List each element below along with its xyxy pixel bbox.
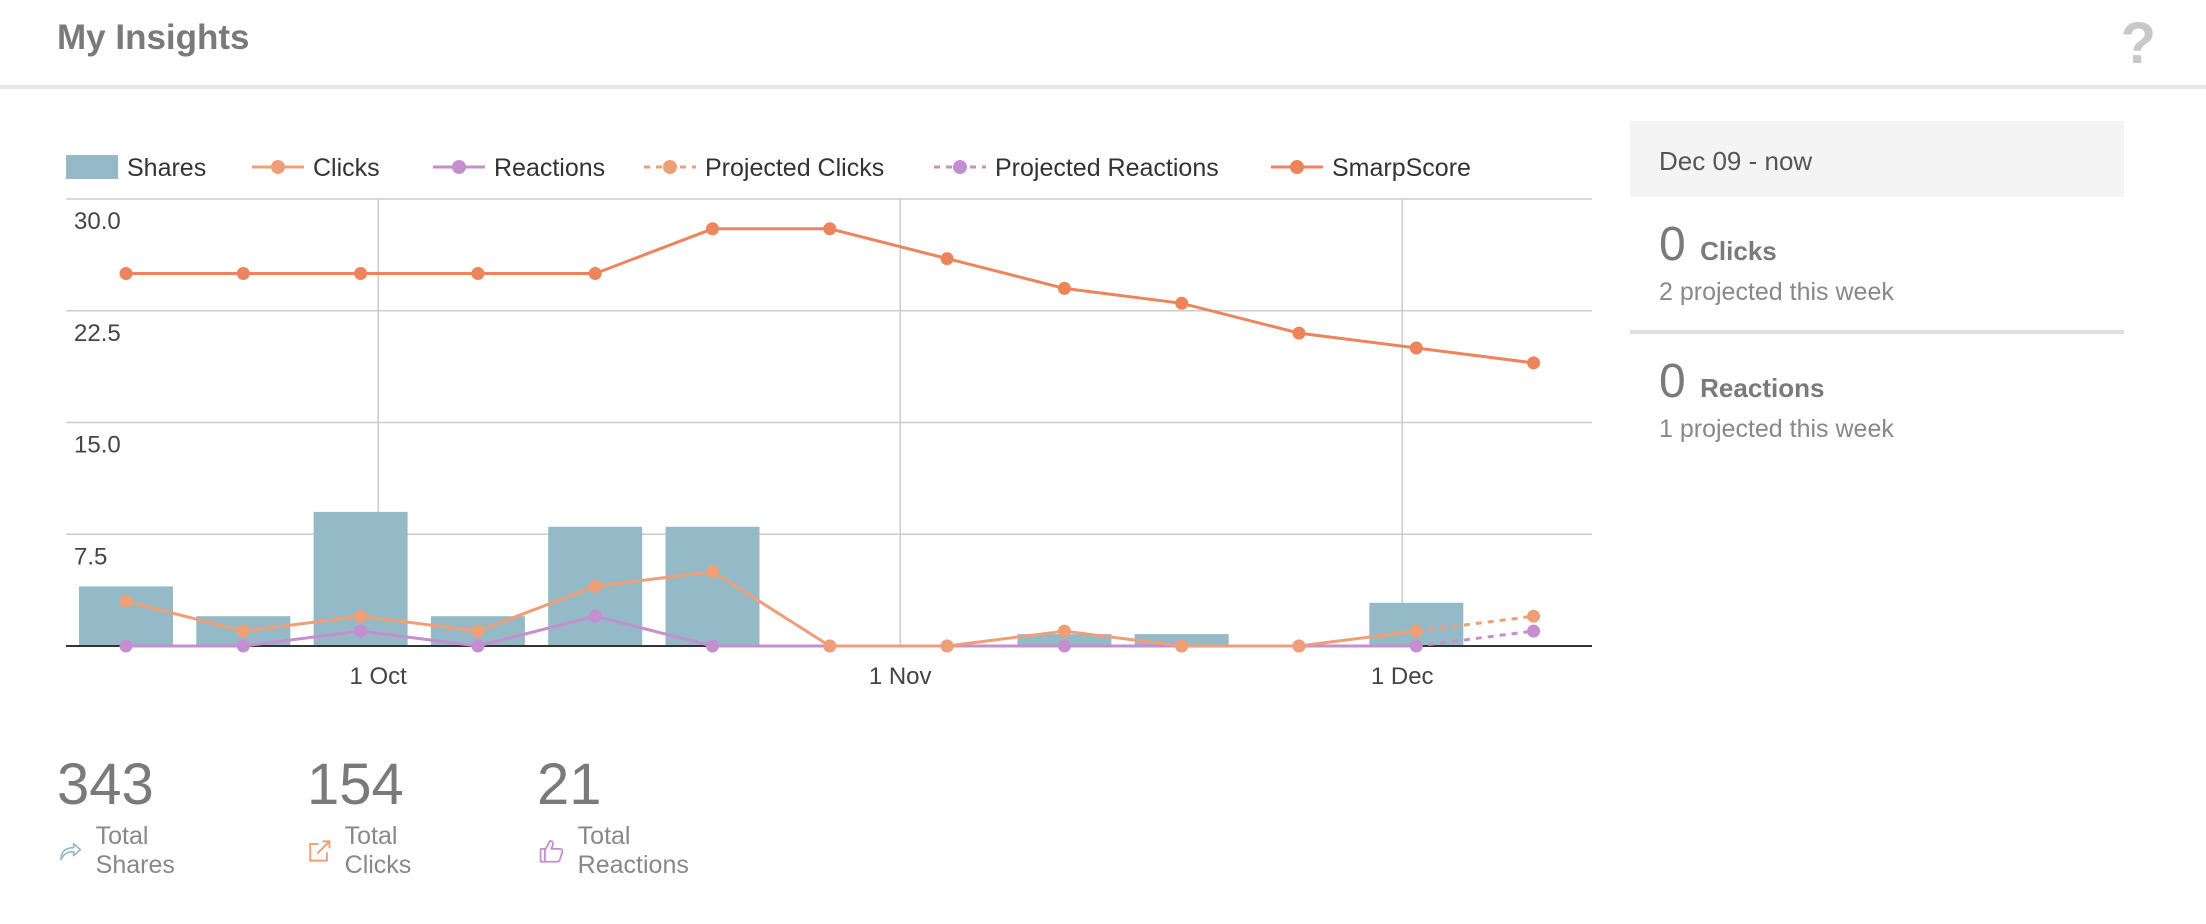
legend-marker [1290,160,1304,174]
clicks-point [354,609,368,623]
total-clicks: 154 Total Clicks [307,750,426,880]
chart-svg: 30.0 22.5 15.0 7.5 1 Oct 1 Nov 1 Dec Shares Clic… [66,154,1592,690]
y-tick-label: 7.5 [74,543,107,570]
clicks-point [940,639,954,653]
shares-bar [1369,602,1464,646]
legend-label: Clicks [313,154,380,182]
smarpscore-point [471,267,485,280]
smarpscore-point [236,267,250,280]
smarpscore-point [706,222,719,236]
legend-item-reactions[interactable]: Reactions [433,154,605,182]
projected-reactions-point [1527,624,1541,638]
clicks-point [1292,639,1306,653]
help-icon[interactable]: ? [2120,11,2156,76]
clicks-stat: 0 Clicks 2 projected this week [1630,217,2124,307]
total-clicks-label: Total Clicks [344,822,412,879]
total-shares-label: Total Shares [95,822,175,879]
x-tick-label: 1 Nov [869,663,932,690]
legend-item-smarpscore[interactable]: SmarpScore [1271,154,1471,182]
y-tick-label: 22.5 [74,320,121,347]
share-icon [60,842,82,861]
smarpscore-point [119,267,133,280]
shares-bar [665,526,760,646]
total-shares: 343 Total Shares [57,750,188,880]
x-tick-label: 1 Dec [1371,663,1434,690]
clicks-point [119,594,133,608]
clicks-point [823,639,837,653]
reactions-projected: 1 projected this week [1659,415,1894,443]
clicks-projected: 2 projected this week [1659,278,1894,306]
clicks-count: 0 [1659,218,1686,271]
side-panel: Dec 09 - now 0 Clicks 2 projected this w… [1630,121,2124,444]
legend-label: Projected Reactions [995,154,1219,182]
date-range: Dec 09 - now [1630,121,2124,197]
legend-label: SmarpScore [1332,154,1471,182]
smarpscore-point [1175,296,1189,310]
legend-swatch [66,155,118,179]
header: My Insights ? [0,0,2206,89]
total-reactions-label: Total Reactions [577,822,689,879]
legend-item-projected-reactions[interactable]: Projected Reactions [934,154,1219,182]
clicks-point [1057,624,1071,638]
clicks-point [236,624,250,638]
legend-label: Shares [127,154,206,182]
smarpscore-point [1409,341,1423,355]
reactions-point [236,639,250,653]
legend-item-projected-clicks[interactable]: Projected Clicks [644,154,884,182]
smarpscore-point [1527,356,1541,370]
reactions-count: 0 [1659,355,1686,408]
thumbs-up-icon [539,840,564,863]
clicks-point [1175,639,1189,653]
external-link-icon [309,840,331,862]
projected-clicks-line [1416,614,1534,633]
legend-item-clicks[interactable]: Clicks [252,154,380,182]
total-reactions: 21 Total Reactions [537,750,700,880]
smarpscore-point [1292,326,1306,340]
smarpscore-point [1057,281,1071,295]
clicks-point [588,579,602,593]
y-tick-label: 30.0 [74,208,121,235]
page-title: My Insights [57,18,250,57]
reactions-label: Reactions [1700,373,1825,403]
total-reactions-value: 21 [537,752,602,817]
reactions-stat: 0 Reactions 1 projected this week [1630,354,2124,444]
reactions-point [471,639,485,653]
insights-chart: 30.0 22.5 15.0 7.5 1 Oct 1 Nov 1 Dec Shares Clic… [0,100,1620,720]
clicks-point [471,624,485,638]
total-clicks-value: 154 [307,752,404,817]
legend-item-shares[interactable]: Shares [66,154,206,182]
smarpscore-line [126,227,1534,365]
projected-clicks-point [1527,609,1541,623]
clicks-point [706,565,719,578]
legend-label: Projected Clicks [705,154,884,182]
clicks-line [125,569,1417,648]
y-tick-label: 15.0 [74,432,121,459]
divider [1630,330,2124,334]
legend-marker [663,160,677,174]
reactions-point [1057,639,1071,653]
legend-label: Reactions [494,154,605,182]
shares-bar [313,511,408,646]
x-tick-label: 1 Oct [350,663,408,690]
clicks-label: Clicks [1700,236,1777,266]
reactions-point [706,639,719,653]
projected-reactions-line [1416,629,1534,648]
reactions-point [588,609,602,623]
total-shares-value: 343 [57,752,154,817]
smarpscore-point [588,267,602,280]
legend-marker [953,160,967,174]
smarpscore-point [354,267,368,280]
reactions-point [354,624,368,638]
smarpscore-point [940,252,954,266]
smarpscore-point [823,222,837,236]
legend-marker [452,160,466,174]
legend-marker [271,160,285,174]
reactions-point [119,639,133,653]
